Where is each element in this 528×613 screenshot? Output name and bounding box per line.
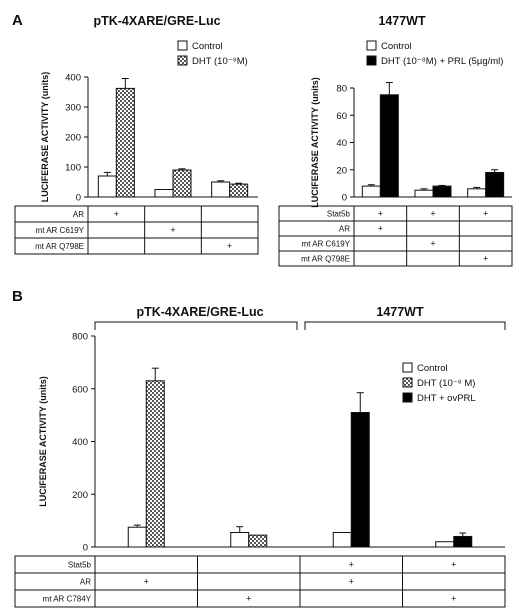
bar [230, 531, 250, 548]
legend-label: DHT (10⁻⁸M) + PRL (5µg/ml) [381, 56, 503, 67]
panel-b-right-title: 1477WT [376, 305, 424, 319]
y-tick-label: 40 [336, 138, 347, 149]
y-tick-label: 80 [336, 84, 347, 95]
bar [485, 171, 505, 198]
bar [229, 183, 249, 198]
bar [467, 188, 487, 198]
table-mark: + [227, 241, 232, 251]
legend-swatch [402, 377, 413, 388]
bar [414, 189, 434, 198]
legend-label: DHT (10⁻⁸M) [192, 56, 248, 67]
table-mark: + [170, 225, 175, 235]
y-tick-label: 400 [65, 73, 81, 84]
y-tick-label: 600 [72, 384, 88, 395]
table-mark: + [451, 594, 456, 604]
table-mark: + [246, 594, 251, 604]
y-tick-label: 300 [65, 103, 81, 114]
table-row-label: Stat5b [327, 210, 351, 219]
legend-label: DHT (10⁻⁸ M) [417, 378, 475, 389]
panel-a-letter: A [12, 12, 23, 29]
table-mark: + [144, 577, 149, 587]
bar [97, 175, 117, 198]
table-mark: + [451, 560, 456, 570]
bar [361, 185, 381, 198]
bar [145, 380, 165, 548]
bar [154, 189, 174, 198]
legend-label: DHT + ovPRL [417, 393, 476, 404]
table-row-label: mt AR Q798E [35, 242, 84, 251]
table-mark: + [430, 209, 435, 219]
y-tick-label: 200 [65, 133, 81, 144]
panel-a-left-chart: 0 100 200 300 400 LUCIFERASE ACTIVITY (units)… [14, 40, 259, 255]
y-tick-label: 0 [83, 543, 88, 554]
panel-b-left-title: pTK-4XARE/GRE-Luc [136, 305, 263, 319]
bar [332, 531, 352, 548]
bar [115, 87, 135, 198]
y-axis-label: LUCIFERASE ACTIVITY (units) [38, 376, 48, 507]
table-row-label: AR [80, 578, 91, 587]
table-mark: + [114, 209, 119, 219]
table-border [14, 555, 506, 608]
panel-b-right-bracket [304, 321, 506, 330]
bar [172, 169, 192, 198]
legend-swatch [366, 55, 377, 66]
panel-a-left-title: pTK-4XARE/GRE-Luc [93, 14, 220, 28]
panel-a-right-chart: 0 20 40 60 80 LUCIFERASE ACTIVITY (units) Cont… [278, 40, 513, 267]
panel-b-chart: 0 200 400 600 800 LUCIFERASE ACTIVITY (units)… [14, 332, 506, 608]
bar [453, 535, 473, 548]
legend-swatch [177, 55, 188, 66]
table-mark: + [483, 209, 488, 219]
y-axis-label: LUCIFERASE ACTIVITY (units) [310, 77, 320, 208]
table-mark: + [349, 560, 354, 570]
legend-swatch [366, 40, 377, 51]
legend-swatch [402, 392, 413, 403]
bar [379, 94, 399, 198]
panel-b-left-bracket [94, 321, 298, 330]
y-tick-label: 0 [342, 193, 347, 204]
legend-label: Control [381, 41, 412, 52]
y-tick-label: 200 [72, 490, 88, 501]
bar [350, 411, 370, 548]
y-tick-label: 20 [336, 165, 347, 176]
table-border [14, 205, 259, 255]
panel-b-letter: B [12, 288, 23, 305]
y-axis-label: LUCIFERASE ACTIVITY (units) [40, 72, 50, 203]
y-tick-label: 100 [65, 163, 81, 174]
table-row-label: mt AR C619Y [36, 226, 85, 235]
legend-label: Control [192, 41, 223, 52]
bar [248, 534, 268, 548]
y-tick-label: 800 [72, 332, 88, 343]
table-row-label: AR [73, 210, 84, 219]
bar [211, 181, 231, 198]
table-mark: + [483, 254, 488, 264]
bar [432, 185, 452, 198]
legend-label: Control [417, 363, 448, 374]
table-mark: + [378, 209, 383, 219]
table-row-label: mt AR Q798E [301, 255, 350, 264]
y-tick-label: 0 [76, 193, 81, 204]
table-mark: + [349, 577, 354, 587]
table-mark: + [378, 224, 383, 234]
y-tick-label: 400 [72, 437, 88, 448]
table-row-label: Stat5b [68, 561, 92, 570]
table-mark: + [430, 239, 435, 249]
table-row-label: AR [339, 225, 350, 234]
y-tick-label: 60 [336, 111, 347, 122]
legend-swatch [177, 40, 188, 51]
table-row-label: mt AR C619Y [302, 240, 351, 249]
bar [127, 526, 147, 548]
bar [435, 541, 455, 548]
panel-a-right-title: 1477WT [378, 14, 426, 28]
table-row-label: mt AR C784Y [43, 595, 92, 604]
legend-swatch [402, 362, 413, 373]
